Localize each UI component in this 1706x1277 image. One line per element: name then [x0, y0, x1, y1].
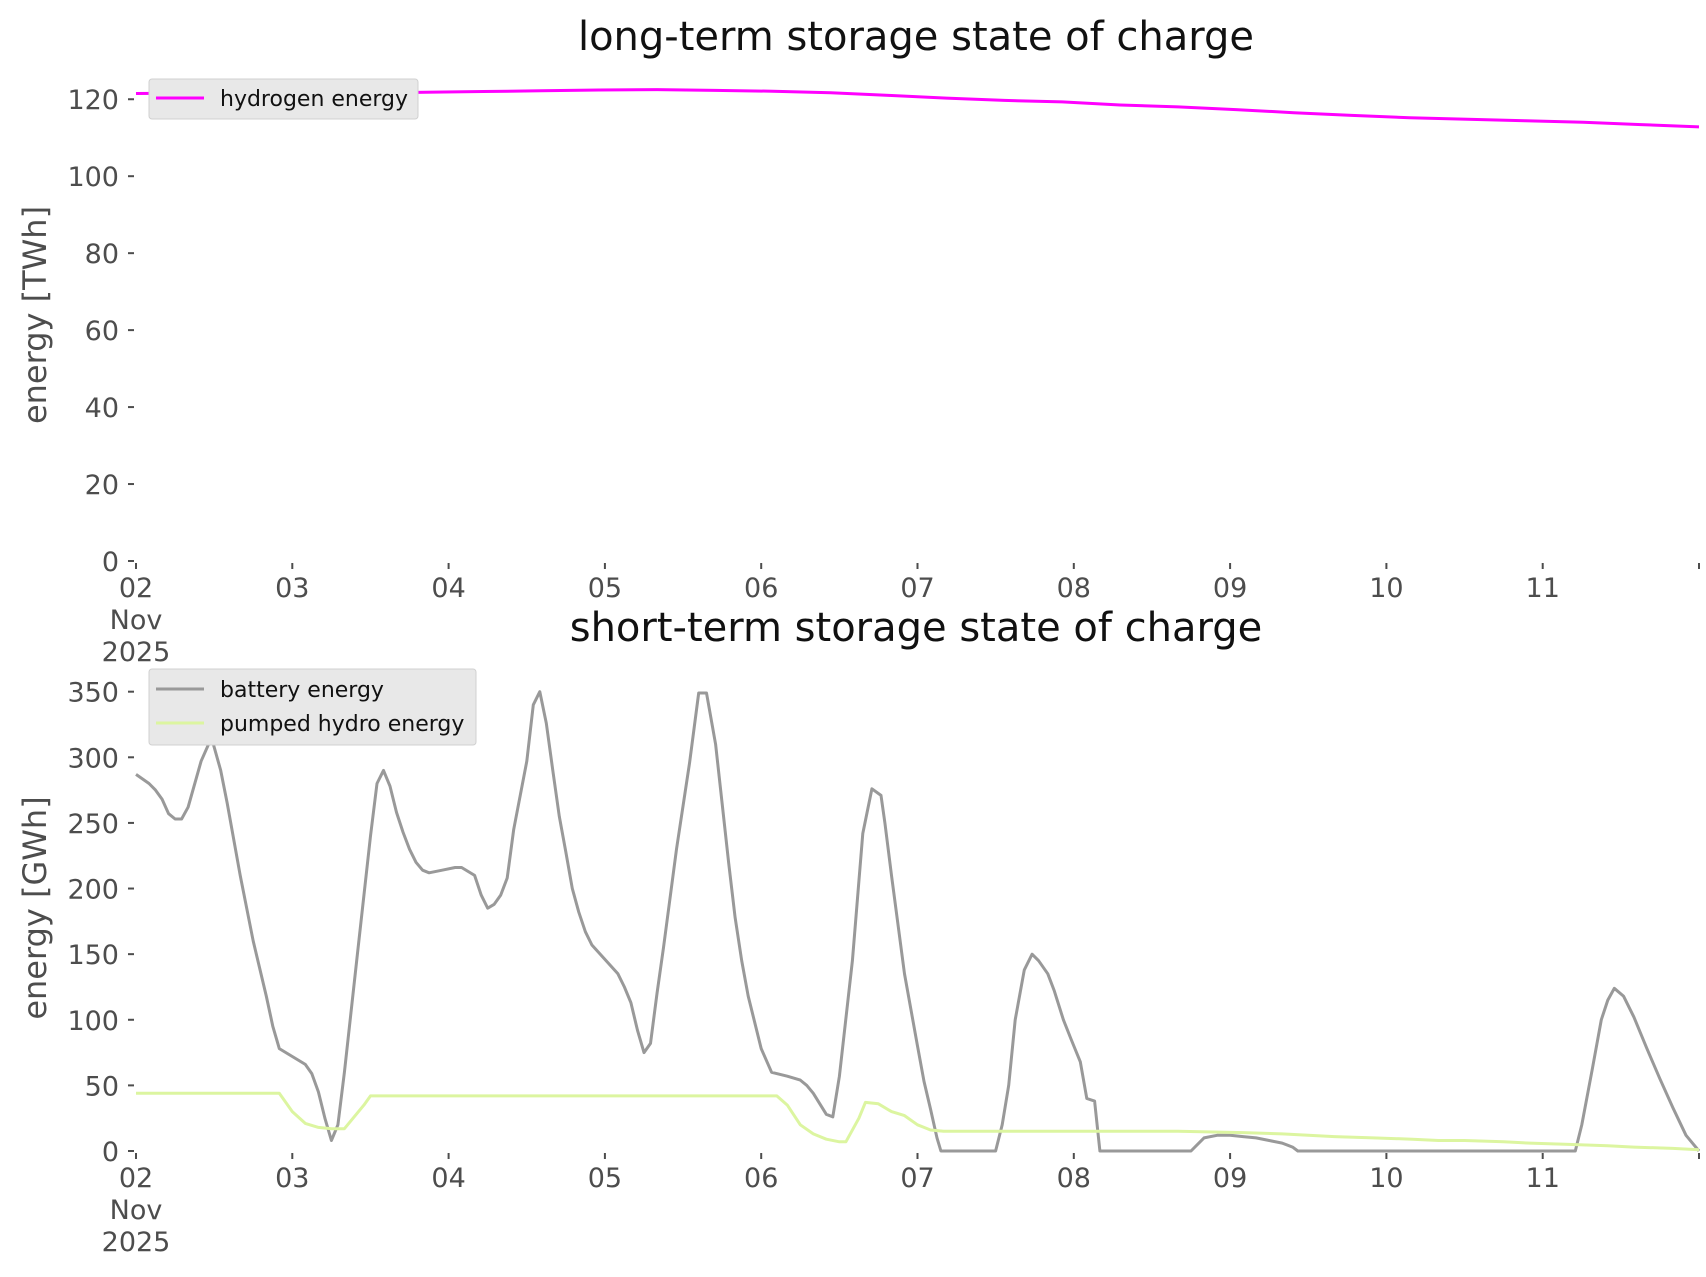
- legend: hydrogen energy: [148, 78, 419, 120]
- y-axis-label: energy [TWh]: [16, 206, 54, 424]
- x-tick-label: 02 Nov 2025: [102, 1163, 171, 1258]
- x-tick-label: 07: [900, 573, 934, 604]
- x-tick-label: 06: [744, 573, 778, 604]
- y-tick-label: 120: [67, 85, 119, 116]
- y-tick-label: 50: [85, 1071, 119, 1102]
- x-tick-label: 10: [1369, 573, 1403, 604]
- y-tick-label: 200: [67, 875, 119, 906]
- y-axis-label: energy [GWh]: [16, 796, 54, 1019]
- legend-label-pumped-hydro: pumped hydro energy: [220, 712, 464, 737]
- x-tick-label: 02 Nov 2025: [102, 573, 171, 668]
- y-tick-label: 100: [67, 1006, 119, 1037]
- x-tick-label: 09: [1213, 1163, 1247, 1194]
- x-tick-label: 04: [431, 1163, 465, 1194]
- x-tick-label: 08: [1057, 573, 1091, 604]
- x-ticks: 02 Nov 2025 03 04 05 06 07 08 09 10 11: [102, 1153, 1700, 1258]
- x-tick-label: 08: [1057, 1163, 1091, 1194]
- x-tick-label: 06: [744, 1163, 778, 1194]
- series-line-battery-energy: [135, 690, 1701, 1153]
- x-tick-label: 11: [1526, 1163, 1560, 1194]
- x-tick-label: 05: [588, 573, 622, 604]
- chart-title: short-term storage state of charge: [570, 605, 1263, 651]
- x-tick-label: 10: [1369, 1163, 1403, 1194]
- y-tick-label: 40: [85, 393, 119, 424]
- x-tick-label: 05: [588, 1163, 622, 1194]
- short-term-chart: short-term storage state of charge energ…: [16, 605, 1701, 1258]
- legend-label-battery: battery energy: [220, 678, 384, 703]
- chart-title: long-term storage state of charge: [578, 14, 1254, 60]
- y-tick-label: 0: [102, 1137, 119, 1168]
- series-lines: [135, 690, 1701, 1153]
- y-tick-label: 150: [67, 940, 119, 971]
- x-ticks: 02 Nov 2025 03 04 05 06 07 08 09 10 11: [102, 563, 1700, 668]
- legend-label-hydrogen: hydrogen energy: [220, 87, 408, 112]
- y-tick-label: 300: [67, 743, 119, 774]
- x-tick-label: 07: [900, 1163, 934, 1194]
- x-tick-label: 04: [431, 573, 465, 604]
- legend-box: [148, 668, 477, 746]
- y-ticks: 0 50 100 150 200 250 300 350: [67, 678, 134, 1168]
- y-tick-label: 100: [67, 162, 119, 193]
- legend: battery energy pumped hydro energy: [148, 668, 477, 746]
- x-tick-label: 11: [1526, 573, 1560, 604]
- x-tick-label: 03: [275, 1163, 309, 1194]
- y-tick-label: 20: [85, 470, 119, 501]
- series-line-pumped-hydro-energy: [136, 1091, 1700, 1152]
- y-tick-label: 250: [67, 809, 119, 840]
- x-tick-label: 09: [1213, 573, 1247, 604]
- x-tick-label: 03: [275, 573, 309, 604]
- legend-box: [148, 78, 419, 120]
- long-term-chart: long-term storage state of charge energy…: [16, 14, 1700, 668]
- y-tick-label: 0: [102, 547, 119, 578]
- y-tick-label: 80: [85, 239, 119, 270]
- y-ticks: 0 20 40 60 80 100 120: [67, 85, 134, 578]
- y-tick-label: 350: [67, 678, 119, 709]
- y-tick-label: 60: [85, 316, 119, 347]
